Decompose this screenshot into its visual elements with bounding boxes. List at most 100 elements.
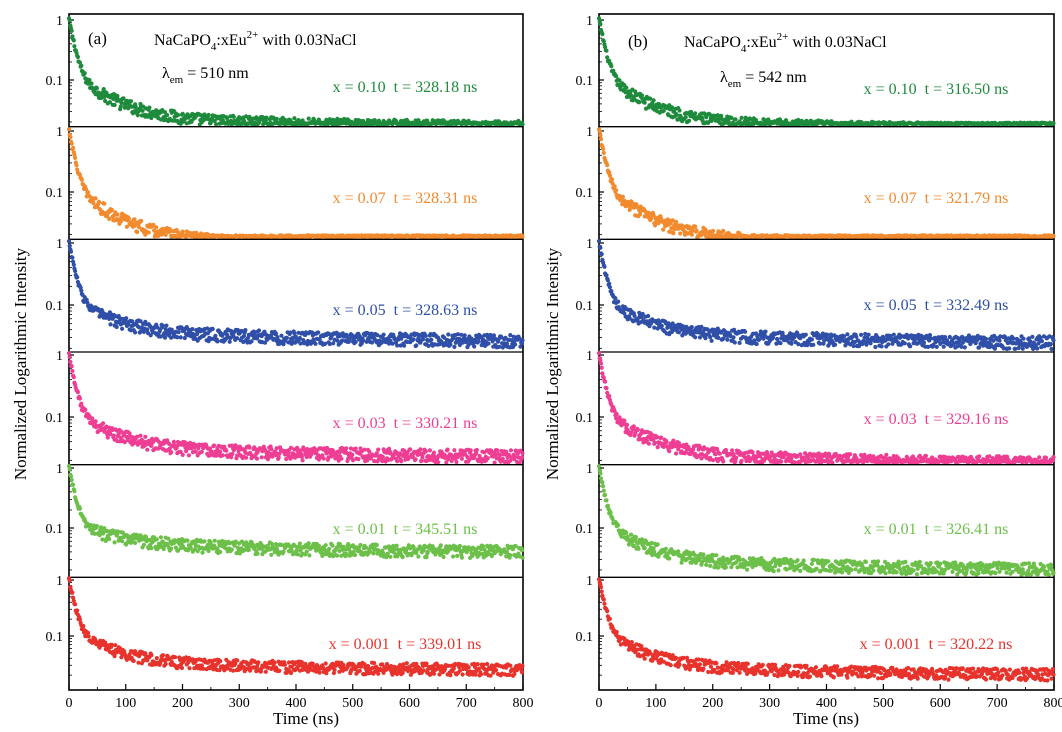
data-point xyxy=(112,540,117,545)
data-point xyxy=(687,118,692,123)
data-point xyxy=(140,108,145,113)
series-points xyxy=(66,464,525,561)
data-point xyxy=(284,335,289,340)
data-point xyxy=(86,634,91,639)
y-tick-label: 1 xyxy=(56,349,63,364)
data-point xyxy=(609,64,614,69)
data-point xyxy=(317,337,322,342)
data-point xyxy=(256,660,261,665)
data-point xyxy=(244,455,249,460)
data-point xyxy=(408,447,413,452)
data-point xyxy=(455,553,460,559)
data-point xyxy=(520,555,525,560)
data-point xyxy=(273,331,279,336)
data-point xyxy=(162,335,168,340)
series-label: x = 0.10 t = 328.18 ns xyxy=(333,79,478,96)
data-point xyxy=(133,330,138,335)
data-point xyxy=(340,338,345,343)
y-tick-label: 0.1 xyxy=(576,186,594,201)
data-point xyxy=(604,48,609,53)
data-point xyxy=(416,554,421,559)
data-point xyxy=(175,335,180,340)
data-point xyxy=(508,333,513,338)
data-point xyxy=(231,114,236,119)
data-point xyxy=(107,216,112,221)
data-point xyxy=(152,228,157,233)
data-point xyxy=(105,435,110,440)
data-point xyxy=(124,316,129,321)
data-point xyxy=(600,31,605,37)
data-point xyxy=(185,538,190,543)
data-point xyxy=(495,448,500,453)
data-point xyxy=(436,460,441,465)
data-point xyxy=(70,590,75,595)
data-point xyxy=(83,407,88,412)
data-point xyxy=(115,93,120,99)
data-point xyxy=(145,447,150,452)
data-point xyxy=(683,115,688,120)
data-point xyxy=(424,555,429,560)
data-point xyxy=(292,331,297,336)
data-point xyxy=(154,225,159,230)
data-point xyxy=(520,451,525,456)
data-point xyxy=(264,115,269,120)
data-point xyxy=(335,553,340,558)
data-point xyxy=(229,455,234,460)
data-point xyxy=(71,262,76,267)
data-point xyxy=(323,543,328,548)
data-point xyxy=(201,118,206,123)
data-point xyxy=(220,332,225,337)
data-point xyxy=(457,543,462,549)
data-point xyxy=(637,100,642,105)
data-point xyxy=(132,217,137,222)
data-point xyxy=(421,337,426,342)
data-point xyxy=(388,554,393,559)
data-point xyxy=(427,448,432,453)
data-point xyxy=(86,630,91,635)
data-point xyxy=(173,655,178,660)
data-point xyxy=(86,190,91,195)
data-point xyxy=(317,670,322,675)
data-point xyxy=(281,549,286,554)
data-point xyxy=(160,653,166,658)
data-point xyxy=(300,458,305,463)
data-point xyxy=(66,351,72,356)
data-point xyxy=(111,433,116,438)
data-point xyxy=(133,540,138,546)
data-point xyxy=(182,335,187,341)
data-point xyxy=(493,668,499,673)
data-point xyxy=(67,578,72,583)
data-point xyxy=(442,335,447,340)
data-point xyxy=(154,537,159,542)
y-tick-label: 1 xyxy=(56,462,63,477)
data-point xyxy=(218,449,223,454)
data-point xyxy=(266,450,271,455)
data-point xyxy=(67,243,72,248)
data-point xyxy=(421,668,426,673)
data-point xyxy=(508,663,513,668)
data-point xyxy=(83,187,89,192)
data-point xyxy=(112,654,117,659)
y-tick-label: 0.1 xyxy=(46,74,64,89)
x-tick-label: 600 xyxy=(399,696,420,711)
data-point xyxy=(79,401,84,406)
data-point xyxy=(73,155,78,160)
data-point xyxy=(214,122,219,127)
data-point xyxy=(739,115,744,120)
data-point xyxy=(118,219,123,224)
data-point xyxy=(297,541,302,546)
data-point xyxy=(115,212,120,217)
data-point xyxy=(235,336,240,341)
data-point xyxy=(371,551,376,556)
data-point xyxy=(249,339,254,344)
data-point xyxy=(75,390,80,395)
data-point xyxy=(394,543,399,548)
series-0: 10.1 x = 0.10 t = 328.18 ns xyxy=(46,14,525,127)
data-point xyxy=(390,341,395,346)
data-point xyxy=(196,446,201,451)
data-point xyxy=(199,449,204,454)
data-point xyxy=(146,230,151,235)
